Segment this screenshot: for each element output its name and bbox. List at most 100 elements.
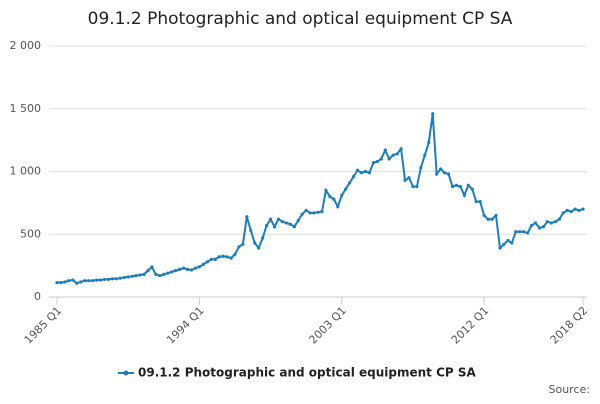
point bbox=[395, 152, 399, 156]
point bbox=[205, 260, 209, 264]
point bbox=[90, 279, 95, 283]
point bbox=[284, 221, 288, 225]
source: Source: bbox=[549, 383, 591, 396]
point bbox=[383, 148, 387, 152]
point bbox=[581, 207, 585, 211]
x-tick-label: 2012 Q1 bbox=[449, 304, 492, 347]
point bbox=[126, 275, 130, 279]
point bbox=[166, 271, 170, 275]
point bbox=[197, 265, 201, 269]
point bbox=[221, 254, 225, 258]
point bbox=[63, 280, 67, 284]
y-tick-label: 2 000 bbox=[10, 39, 42, 52]
point bbox=[541, 225, 546, 229]
legend-marker bbox=[123, 370, 129, 376]
point bbox=[162, 272, 166, 277]
point bbox=[185, 267, 190, 271]
point bbox=[569, 210, 573, 214]
point bbox=[415, 184, 419, 189]
point bbox=[288, 222, 292, 226]
point bbox=[237, 245, 241, 249]
point bbox=[292, 225, 296, 229]
point bbox=[257, 246, 261, 250]
point bbox=[537, 226, 542, 230]
y-tick-label: 1 000 bbox=[10, 165, 42, 178]
point bbox=[189, 268, 194, 272]
point bbox=[178, 267, 182, 271]
point bbox=[573, 207, 577, 211]
x-tick-label: 1994 Q1 bbox=[164, 304, 207, 347]
point bbox=[201, 262, 205, 266]
point bbox=[320, 210, 324, 214]
point bbox=[518, 230, 522, 234]
point bbox=[427, 141, 431, 145]
point bbox=[431, 112, 435, 116]
point bbox=[241, 242, 245, 246]
point bbox=[174, 269, 178, 273]
point bbox=[387, 157, 391, 161]
point bbox=[300, 212, 304, 216]
point bbox=[134, 274, 138, 278]
point bbox=[577, 208, 581, 213]
y-tick-label: 0 bbox=[34, 290, 41, 303]
point bbox=[367, 171, 372, 175]
x-tick-label: 2003 Q1 bbox=[306, 304, 349, 347]
point bbox=[407, 176, 411, 180]
point bbox=[545, 220, 550, 224]
point bbox=[486, 217, 490, 221]
point bbox=[261, 236, 265, 240]
point bbox=[272, 225, 277, 229]
point bbox=[474, 200, 478, 204]
point bbox=[233, 252, 237, 256]
point bbox=[209, 257, 213, 261]
point bbox=[217, 255, 221, 259]
point bbox=[529, 223, 534, 228]
point bbox=[379, 157, 383, 161]
point bbox=[75, 281, 79, 285]
point bbox=[110, 277, 114, 281]
point bbox=[470, 187, 474, 191]
point bbox=[150, 265, 154, 269]
point bbox=[71, 278, 75, 282]
point bbox=[375, 159, 379, 164]
point bbox=[462, 193, 466, 197]
point bbox=[67, 279, 71, 283]
point bbox=[253, 241, 257, 245]
point bbox=[490, 217, 494, 221]
point bbox=[423, 153, 427, 157]
point bbox=[304, 208, 308, 213]
point bbox=[265, 223, 269, 228]
point bbox=[450, 184, 455, 189]
point bbox=[359, 171, 364, 175]
point bbox=[557, 217, 561, 221]
point bbox=[510, 241, 514, 245]
point bbox=[553, 220, 557, 224]
point bbox=[312, 211, 316, 215]
point bbox=[308, 211, 312, 215]
point bbox=[435, 172, 439, 176]
point bbox=[328, 195, 332, 199]
y-tick-label: 500 bbox=[20, 227, 41, 240]
point bbox=[138, 273, 142, 277]
point bbox=[478, 200, 482, 204]
point bbox=[371, 161, 375, 165]
point bbox=[280, 220, 285, 224]
point bbox=[332, 197, 336, 201]
point bbox=[549, 221, 553, 225]
point bbox=[498, 246, 502, 250]
point bbox=[419, 166, 423, 170]
point bbox=[391, 153, 395, 157]
point bbox=[130, 274, 134, 278]
chart-title: 09.1.2 Photographic and optical equipmen… bbox=[88, 9, 513, 29]
point bbox=[340, 193, 344, 197]
point bbox=[446, 172, 451, 176]
point bbox=[249, 228, 253, 233]
point bbox=[439, 167, 443, 171]
series-line bbox=[57, 113, 584, 285]
point bbox=[245, 215, 249, 219]
point bbox=[225, 255, 229, 259]
point bbox=[363, 169, 368, 174]
x-tick-label: 2018 Q2 bbox=[548, 304, 591, 347]
point bbox=[502, 242, 506, 246]
